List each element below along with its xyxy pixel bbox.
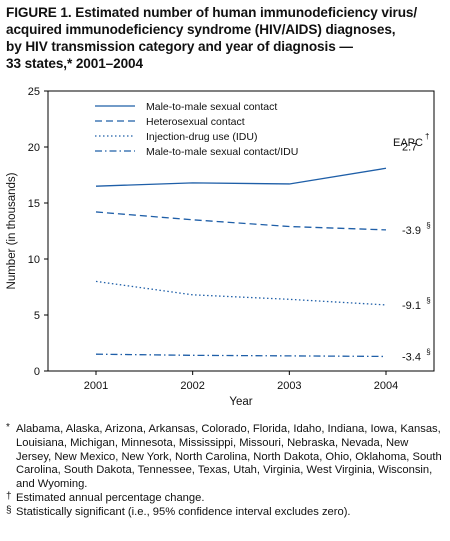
- legend-label-3: Injection-drug use (IDU): [146, 131, 257, 143]
- eapc-value-3: -9.1: [402, 300, 421, 312]
- eapc-header: EAPC: [393, 137, 423, 149]
- footnote-mark-dagger: †: [6, 490, 12, 502]
- y-axis-label: Number (in thousands): [6, 172, 18, 289]
- series-line-4: [95, 353, 387, 358]
- footnote-mark-asterisk: *: [6, 422, 10, 433]
- y-tick-label: 5: [34, 310, 40, 322]
- footnote-significance: § Statistically significant (i.e., 95% c…: [6, 504, 446, 520]
- title-line-4: 33 states,* 2001–2004: [6, 56, 143, 71]
- legend-label-2: Heterosexual contact: [146, 116, 245, 128]
- eapc-value-1: 2.7: [402, 141, 417, 153]
- legend-label-1: Male-to-male sexual contact: [146, 101, 277, 113]
- footnote-mark-section: §: [6, 504, 12, 516]
- title-line-3: by HIV transmission category and year of…: [6, 39, 353, 54]
- y-tick-label: 10: [28, 254, 40, 266]
- legend-label-4: Male-to-male sexual contact/IDU: [146, 146, 298, 158]
- eapc-value-mark-2: §: [426, 221, 430, 230]
- plot-frame: [47, 90, 435, 372]
- series-line-1: [95, 167, 387, 187]
- eapc-header-mark: †: [425, 132, 429, 141]
- x-tick-label: 2004: [374, 380, 398, 392]
- eapc-value-mark-3: §: [426, 296, 430, 305]
- y-tick-label: 20: [28, 142, 40, 154]
- title-line-2: acquired immunodeficiency syndrome (HIV/…: [6, 22, 396, 37]
- y-tick-label: 15: [28, 198, 40, 210]
- title-line-1: FIGURE 1. Estimated number of human immu…: [6, 5, 418, 20]
- footnote-significance-text: Statistically significant (i.e., 95% con…: [16, 505, 351, 518]
- footnote-eapc: † Estimated annual percentage change.: [6, 490, 446, 506]
- footnote-states-text: Alabama, Alaska, Arizona, Arkansas, Colo…: [16, 423, 442, 491]
- series-line-2: [95, 211, 387, 231]
- x-tick-label: 2001: [84, 380, 108, 392]
- figure-title: FIGURE 1. Estimated number of human immu…: [6, 4, 446, 72]
- series-line-3: [95, 280, 387, 306]
- eapc-value-mark-4: §: [426, 347, 430, 356]
- eapc-value-4: -3.4: [402, 351, 421, 363]
- x-tick-label: 2003: [277, 380, 301, 392]
- eapc-value-2: -3.9: [402, 225, 421, 237]
- line-chart: 0 5 10 15 20 25 2001 2002 2003 2004 Year Number (in…: [6, 86, 435, 408]
- y-tick-label: 25: [28, 86, 40, 98]
- footnote-eapc-text: Estimated annual percentage change.: [16, 491, 205, 504]
- footnotes: * Alabama, Alaska, Arizona, Arkansas, Co…: [6, 422, 446, 520]
- y-tick-label: 0: [34, 366, 40, 378]
- x-axis-label: Year: [229, 396, 252, 408]
- footnote-states: * Alabama, Alaska, Arizona, Arkansas, Co…: [6, 422, 446, 492]
- x-tick-label: 2002: [180, 380, 204, 392]
